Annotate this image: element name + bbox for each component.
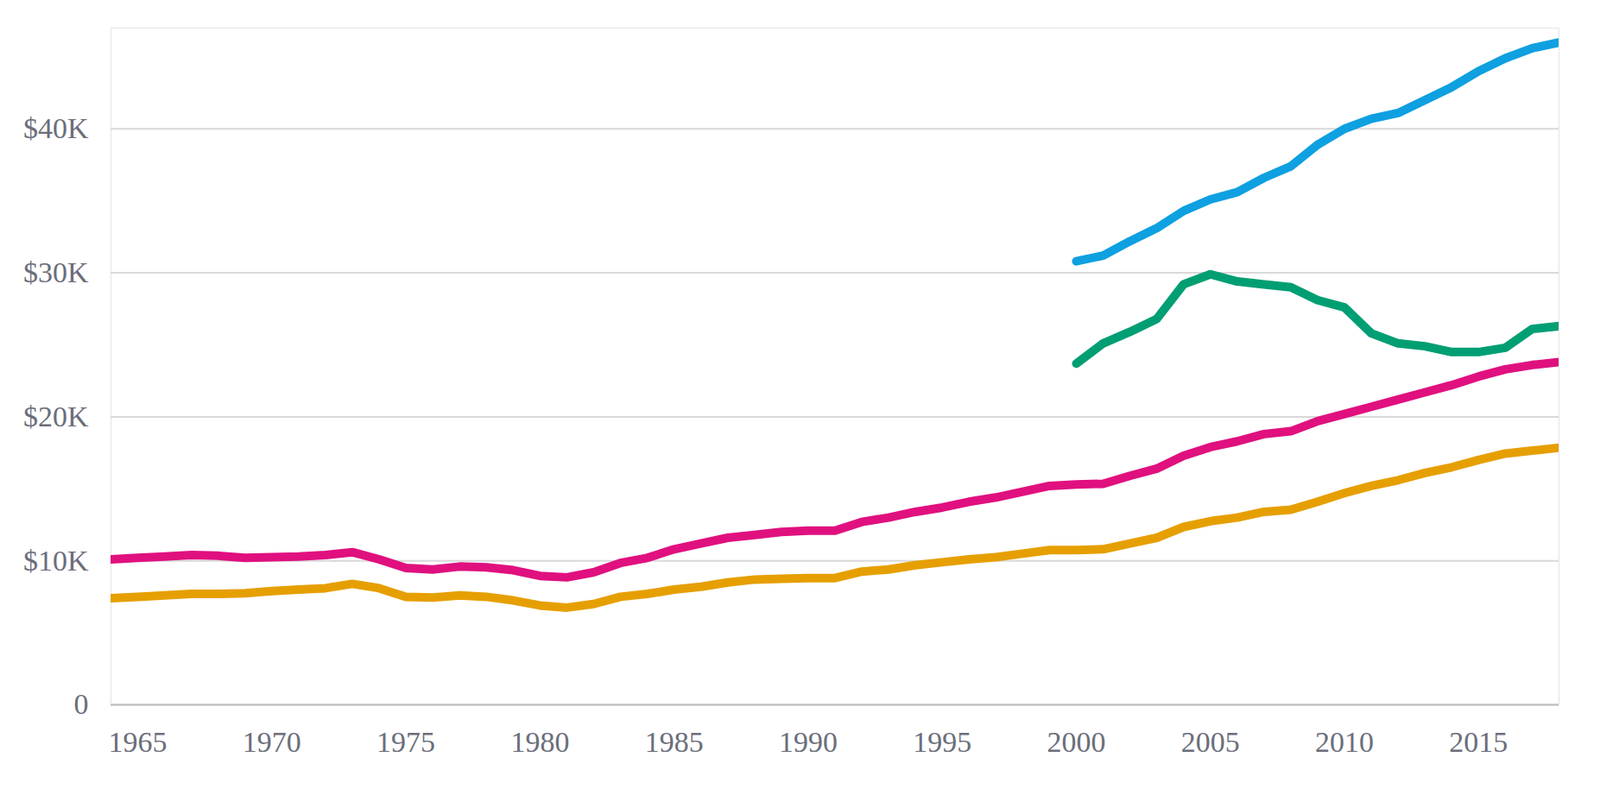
svg-text:1990: 1990: [778, 726, 838, 759]
svg-text:2005: 2005: [1181, 726, 1240, 759]
svg-text:1965: 1965: [108, 726, 168, 759]
svg-text:0: 0: [74, 688, 89, 721]
svg-text:1980: 1980: [510, 726, 570, 759]
svg-text:1995: 1995: [912, 726, 972, 759]
svg-text:2000: 2000: [1047, 726, 1107, 759]
svg-text:$20K: $20K: [23, 400, 89, 433]
svg-text:2015: 2015: [1448, 726, 1508, 759]
svg-text:1975: 1975: [376, 726, 436, 759]
svg-text:$40K: $40K: [23, 112, 89, 145]
svg-text:1970: 1970: [242, 726, 302, 759]
svg-text:$30K: $30K: [23, 256, 89, 289]
svg-text:1985: 1985: [645, 726, 704, 759]
svg-text:$10K: $10K: [23, 544, 89, 577]
svg-text:2010: 2010: [1315, 726, 1374, 759]
